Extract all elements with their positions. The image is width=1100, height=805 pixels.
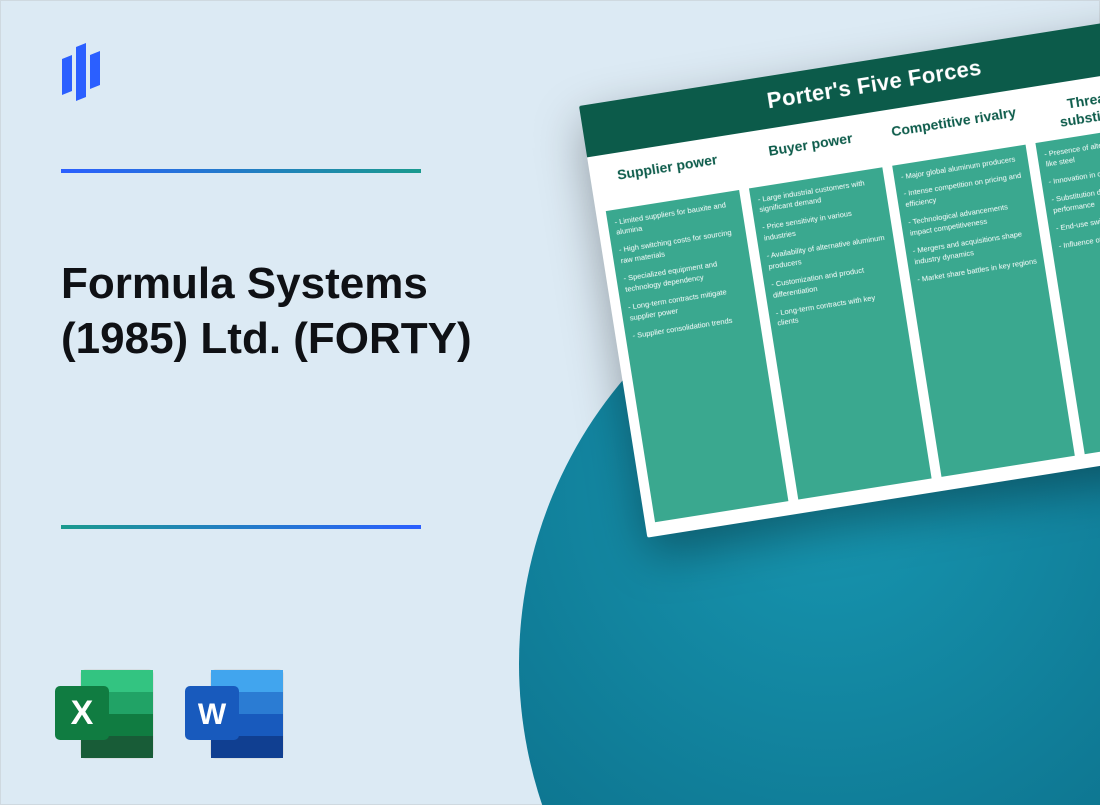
filetype-icons: X W [51, 664, 281, 764]
excel-letter: X [71, 694, 94, 732]
hero-card: Formula Systems (1985) Ltd. (FORTY) X [0, 0, 1100, 805]
word-letter: W [198, 698, 227, 731]
divider-bottom [61, 525, 421, 529]
word-icon: W [181, 664, 281, 764]
divider-top [61, 169, 421, 173]
brand-logo [56, 41, 112, 101]
page-title: Formula Systems (1985) Ltd. (FORTY) [61, 256, 501, 366]
vertical-bars-icon [56, 41, 112, 101]
col-head: Threat of substitution [1028, 77, 1100, 143]
excel-icon: X [51, 664, 151, 764]
porter-card: Porter's Five Forces Supplier power Buye… [579, 14, 1100, 538]
